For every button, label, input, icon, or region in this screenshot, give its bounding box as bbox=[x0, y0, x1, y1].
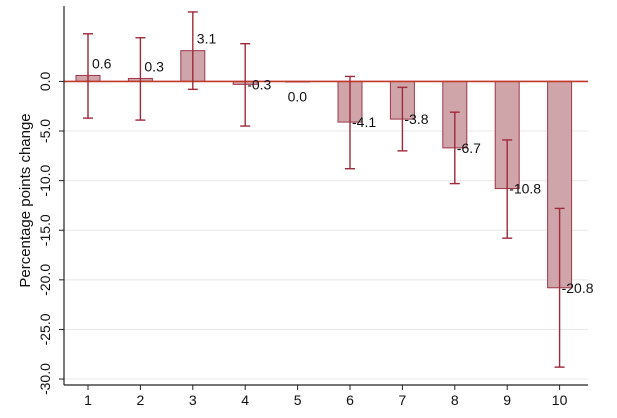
bar bbox=[494, 80, 520, 190]
data-label: -6.7 bbox=[457, 140, 481, 156]
data-label: -4.1 bbox=[352, 114, 376, 130]
x-tick-label: 10 bbox=[552, 392, 568, 408]
data-label: 3.1 bbox=[197, 31, 217, 47]
x-tick-label: 8 bbox=[451, 392, 459, 408]
axes bbox=[63, 6, 588, 386]
y-tick-label: -15.0 bbox=[37, 214, 53, 246]
y-tick-label: -25.0 bbox=[37, 313, 53, 345]
x-tick-label: 1 bbox=[84, 392, 92, 408]
y-tick-label: -30.0 bbox=[37, 363, 53, 395]
x-tick-label: 2 bbox=[137, 392, 145, 408]
y-axis-ticks: 0.0 -5.0 -10.0 -15.0 -20.0 -25.0 -30.0 bbox=[37, 71, 64, 395]
x-tick-label: 4 bbox=[241, 392, 249, 408]
data-label: 0.3 bbox=[144, 58, 164, 74]
y-tick-label: -5.0 bbox=[37, 119, 53, 143]
data-label: -10.8 bbox=[509, 181, 541, 197]
bars bbox=[75, 50, 573, 289]
y-tick-label: 0.0 bbox=[37, 71, 53, 91]
x-tick-label: 6 bbox=[346, 392, 354, 408]
y-axis-title: Percentage points change bbox=[17, 113, 34, 287]
data-label: -20.8 bbox=[562, 280, 594, 296]
y-tick-label: -20.0 bbox=[37, 264, 53, 296]
data-label: -0.3 bbox=[247, 76, 271, 92]
data-label: 0.6 bbox=[92, 55, 112, 71]
data-label: 0.0 bbox=[288, 88, 308, 104]
y-tick-label: -10.0 bbox=[37, 164, 53, 196]
x-tick-label: 9 bbox=[503, 392, 511, 408]
x-tick-label: 3 bbox=[189, 392, 197, 408]
x-axis-ticks: 1 2 3 4 5 6 7 8 9 10 bbox=[84, 385, 568, 408]
data-labels: 0.6 0.3 3.1 -0.3 0.0 -4.1 -3.8 -6.7 -10.8 -20.8 bbox=[92, 31, 594, 296]
x-tick-label: 5 bbox=[294, 392, 302, 408]
x-tick-label: 7 bbox=[399, 392, 407, 408]
data-label: -3.8 bbox=[404, 111, 428, 127]
error-bars bbox=[83, 11, 565, 368]
